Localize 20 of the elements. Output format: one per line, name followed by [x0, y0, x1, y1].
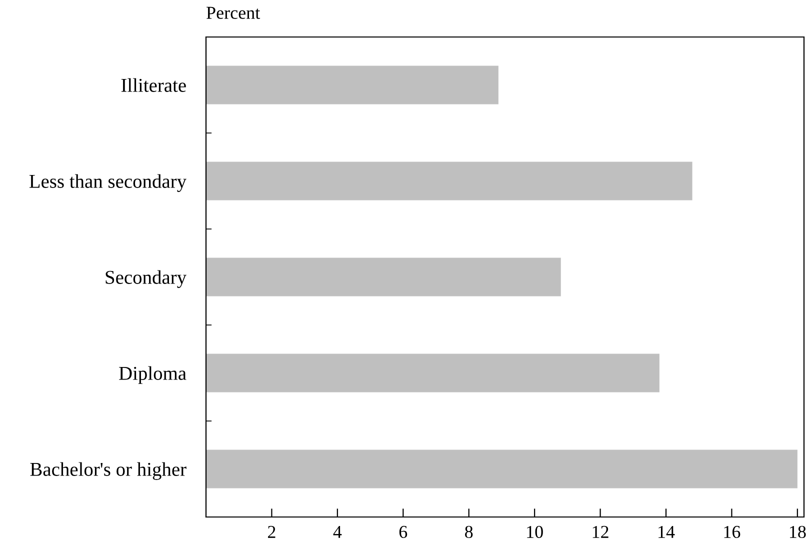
x-axis-title: Percent [206, 6, 260, 19]
y-tick-label: Illiterate [121, 78, 186, 92]
x-tick-label: 6 [399, 526, 408, 538]
y-tick-label: Secondary [106, 270, 186, 288]
bar [206, 354, 660, 392]
y-tick-label: Bachelor's or higher [30, 462, 186, 480]
x-tick-label: 14 [658, 526, 675, 538]
bar [206, 66, 498, 104]
x-tick-label: 4 [333, 526, 342, 538]
x-tick-label: 2 [268, 526, 276, 538]
x-tick-label: 8 [465, 526, 473, 538]
bar [206, 162, 692, 200]
y-tick-label: Diploma [119, 366, 186, 384]
x-tick-label: 16 [724, 526, 740, 538]
x-tick-label: 18 [790, 526, 806, 538]
bar [206, 258, 561, 296]
x-tick-label: 12 [592, 526, 608, 538]
bar [206, 450, 798, 488]
x-tick-label: 10 [527, 526, 543, 538]
y-tick-label: Less than secondary [29, 174, 186, 192]
